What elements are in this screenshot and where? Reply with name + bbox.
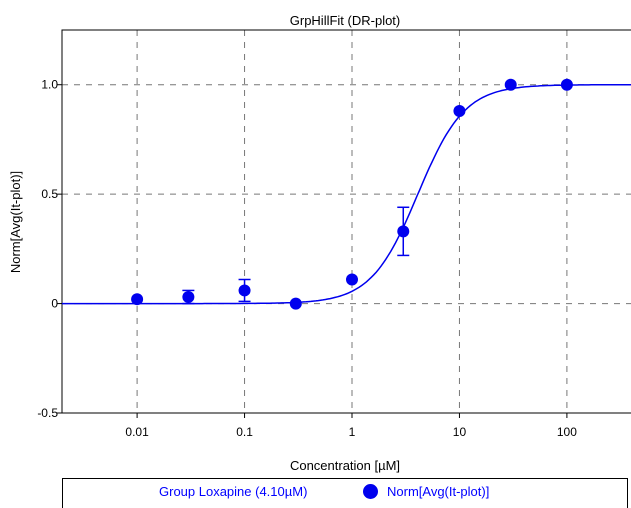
x-tick-label: 100 [557,425,577,439]
x-tick-label: 1 [349,425,356,439]
data-point [346,273,358,286]
data-point [560,78,573,91]
data-point [289,297,302,310]
x-tick-label: 0.01 [125,425,149,439]
y-tick-label: 1.0 [41,78,58,92]
legend-fit-label: Group Loxapine (4.10µM) [159,484,308,499]
legend-series-label: Norm[Avg(It-plot)] [387,484,490,499]
x-axis-ticks: 0.01 0.1 1 10 100 [125,413,577,439]
dose-response-chart: GrpHillFit (DR-plot) -0.5 0 0.5 1.0 0.01 0.1… [8,13,631,473]
data-point [397,225,410,238]
x-axis-label: Concentration [µM] [290,458,400,473]
grid-lines [62,30,631,413]
hill-fit-curve [62,83,631,305]
y-axis-label: Norm[Avg(It-plot)] [8,171,23,273]
data-point [238,284,251,297]
x-tick-label: 0.1 [236,425,253,439]
data-points [131,78,573,310]
data-point [131,293,144,306]
chart-title: GrpHillFit (DR-plot) [290,13,401,28]
x-tick-label: 10 [453,425,467,439]
y-tick-label: -0.5 [37,406,58,420]
legend-marker-icon [363,484,378,499]
plot-frame [61,29,631,414]
y-tick-label: 0.5 [41,187,58,201]
data-point [504,78,517,91]
legend: Group Loxapine (4.10µM) Norm[Avg(It-plot… [62,478,628,508]
y-tick-label: 0 [51,297,58,311]
y-axis-ticks: -0.5 0 0.5 1.0 [37,78,62,420]
data-point [453,104,466,117]
data-point [182,291,195,304]
